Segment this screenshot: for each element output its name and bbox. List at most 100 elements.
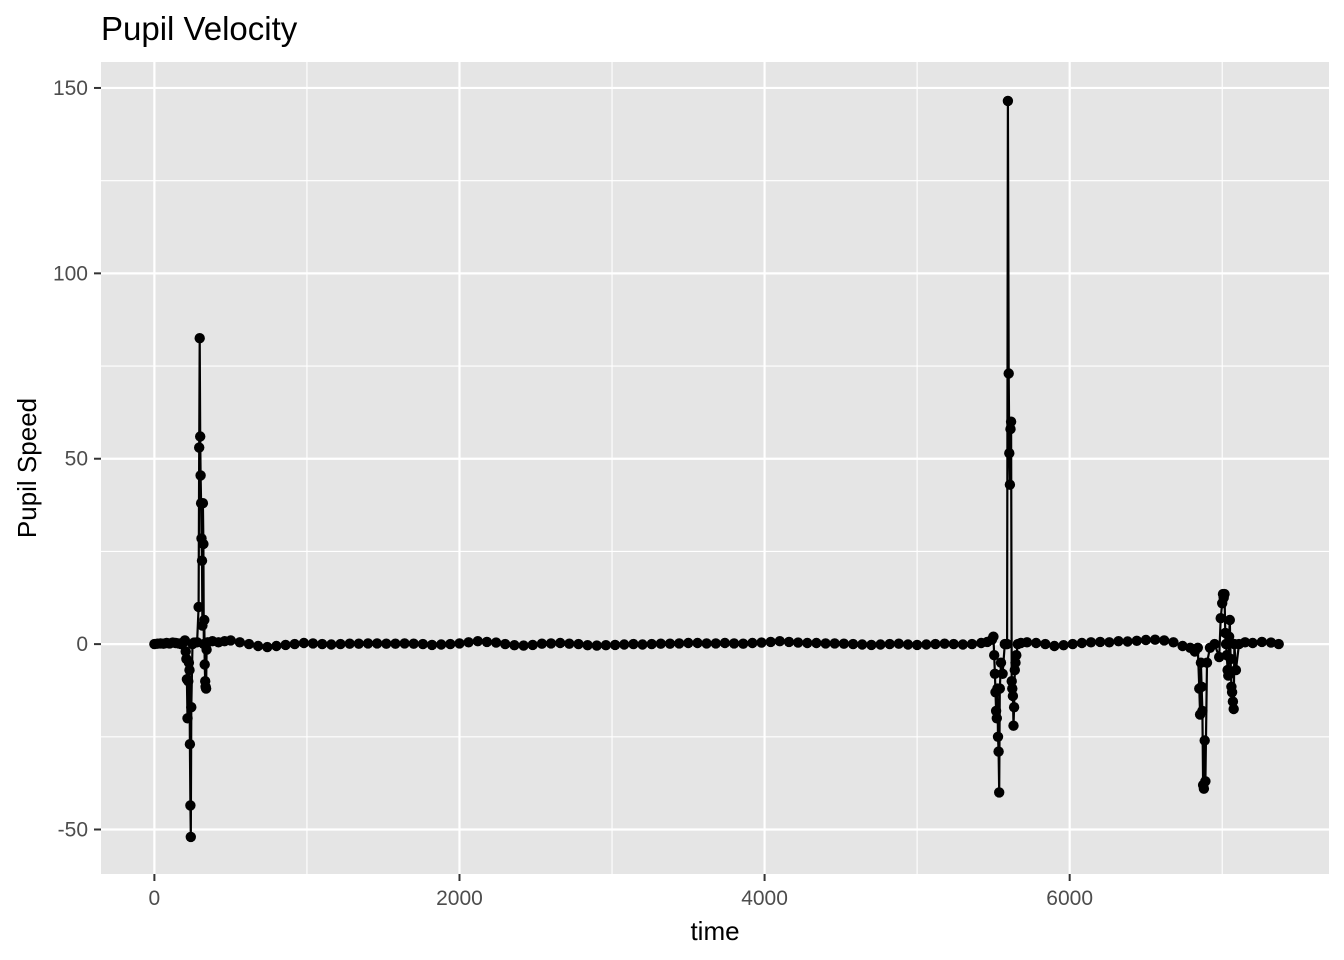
data-point xyxy=(1095,636,1106,648)
data-point xyxy=(738,638,749,649)
data-point xyxy=(408,638,419,649)
data-point xyxy=(811,637,822,649)
data-point xyxy=(198,538,209,550)
data-point xyxy=(995,657,1007,668)
data-point xyxy=(1230,664,1242,676)
data-point xyxy=(371,638,383,649)
data-point xyxy=(948,638,959,650)
data-point xyxy=(988,631,999,642)
data-point xyxy=(317,638,328,650)
data-point xyxy=(490,637,502,648)
data-point xyxy=(1224,614,1236,626)
data-point xyxy=(1201,657,1213,668)
x-tick-label: 6000 xyxy=(1046,887,1093,910)
data-point xyxy=(802,637,813,649)
data-point xyxy=(1140,634,1152,646)
plot-panel xyxy=(101,62,1329,874)
data-point xyxy=(664,638,676,649)
data-point xyxy=(994,683,1005,694)
data-point xyxy=(820,638,831,649)
data-point xyxy=(1104,637,1115,648)
data-point xyxy=(1008,720,1019,731)
data-point xyxy=(184,664,195,676)
y-tick-label: 100 xyxy=(53,262,88,285)
data-point xyxy=(518,640,529,651)
data-point xyxy=(307,638,319,649)
data-point xyxy=(183,676,194,687)
data-point xyxy=(847,638,859,650)
data-point xyxy=(993,746,1004,757)
data-point xyxy=(1225,653,1236,665)
data-point xyxy=(957,639,969,650)
data-point xyxy=(1209,638,1220,650)
data-point xyxy=(509,640,520,651)
data-point xyxy=(989,650,1000,661)
data-point xyxy=(966,638,978,650)
data-point xyxy=(1058,640,1069,651)
data-point xyxy=(199,614,210,626)
data-point xyxy=(481,636,493,648)
data-point xyxy=(829,638,840,649)
data-point xyxy=(1010,657,1021,668)
data-point xyxy=(1004,479,1016,490)
data-point xyxy=(683,637,694,649)
data-point xyxy=(1067,638,1078,650)
data-point xyxy=(774,636,785,647)
data-point xyxy=(1223,670,1234,681)
data-point xyxy=(1256,636,1268,648)
data-point xyxy=(1226,687,1238,698)
data-point xyxy=(997,668,1008,679)
data-point xyxy=(197,498,209,509)
data-point xyxy=(298,637,310,649)
y-axis: -50 0 50 100 150 xyxy=(53,77,101,842)
data-point xyxy=(1030,637,1042,649)
y-tick-label: 150 xyxy=(53,77,88,100)
data-point xyxy=(884,638,895,650)
data-point xyxy=(1021,637,1033,648)
data-point xyxy=(454,638,465,649)
data-point xyxy=(1197,705,1208,717)
data-point xyxy=(1008,702,1020,713)
data-point xyxy=(838,638,850,649)
data-point xyxy=(426,639,438,651)
x-tick-label: 2000 xyxy=(436,887,483,910)
data-point xyxy=(591,640,602,651)
data-point xyxy=(991,713,1002,724)
data-point xyxy=(399,638,410,649)
data-point xyxy=(692,637,703,649)
data-point xyxy=(1159,635,1170,646)
data-point xyxy=(1239,637,1251,648)
data-point xyxy=(637,639,648,650)
data-point xyxy=(1265,637,1277,648)
data-point xyxy=(536,638,548,649)
data-point xyxy=(1247,637,1258,649)
data-point xyxy=(417,638,429,650)
data-point xyxy=(719,637,731,649)
data-point xyxy=(701,638,712,649)
data-point xyxy=(728,638,740,649)
data-point xyxy=(390,638,401,649)
data-point xyxy=(921,639,932,650)
data-point xyxy=(783,636,795,648)
data-point xyxy=(196,555,208,566)
data-point xyxy=(193,601,204,613)
x-axis: 0 2000 4000 6000 xyxy=(149,874,1093,910)
data-point xyxy=(893,638,904,649)
data-point xyxy=(527,639,538,651)
data-point xyxy=(262,641,273,653)
data-point xyxy=(1228,703,1239,715)
y-tick-label: 0 xyxy=(76,633,88,656)
data-point xyxy=(195,470,206,481)
data-point xyxy=(609,639,621,651)
x-tick-label: 4000 xyxy=(741,887,788,910)
data-point xyxy=(1085,637,1097,648)
x-tick-label: 0 xyxy=(149,887,161,910)
data-point xyxy=(939,638,950,649)
data-point xyxy=(545,638,557,649)
data-point xyxy=(600,640,612,651)
data-point xyxy=(857,639,868,650)
data-point xyxy=(234,637,245,648)
data-point xyxy=(472,636,483,647)
data-point xyxy=(185,831,196,843)
data-point xyxy=(463,637,474,648)
